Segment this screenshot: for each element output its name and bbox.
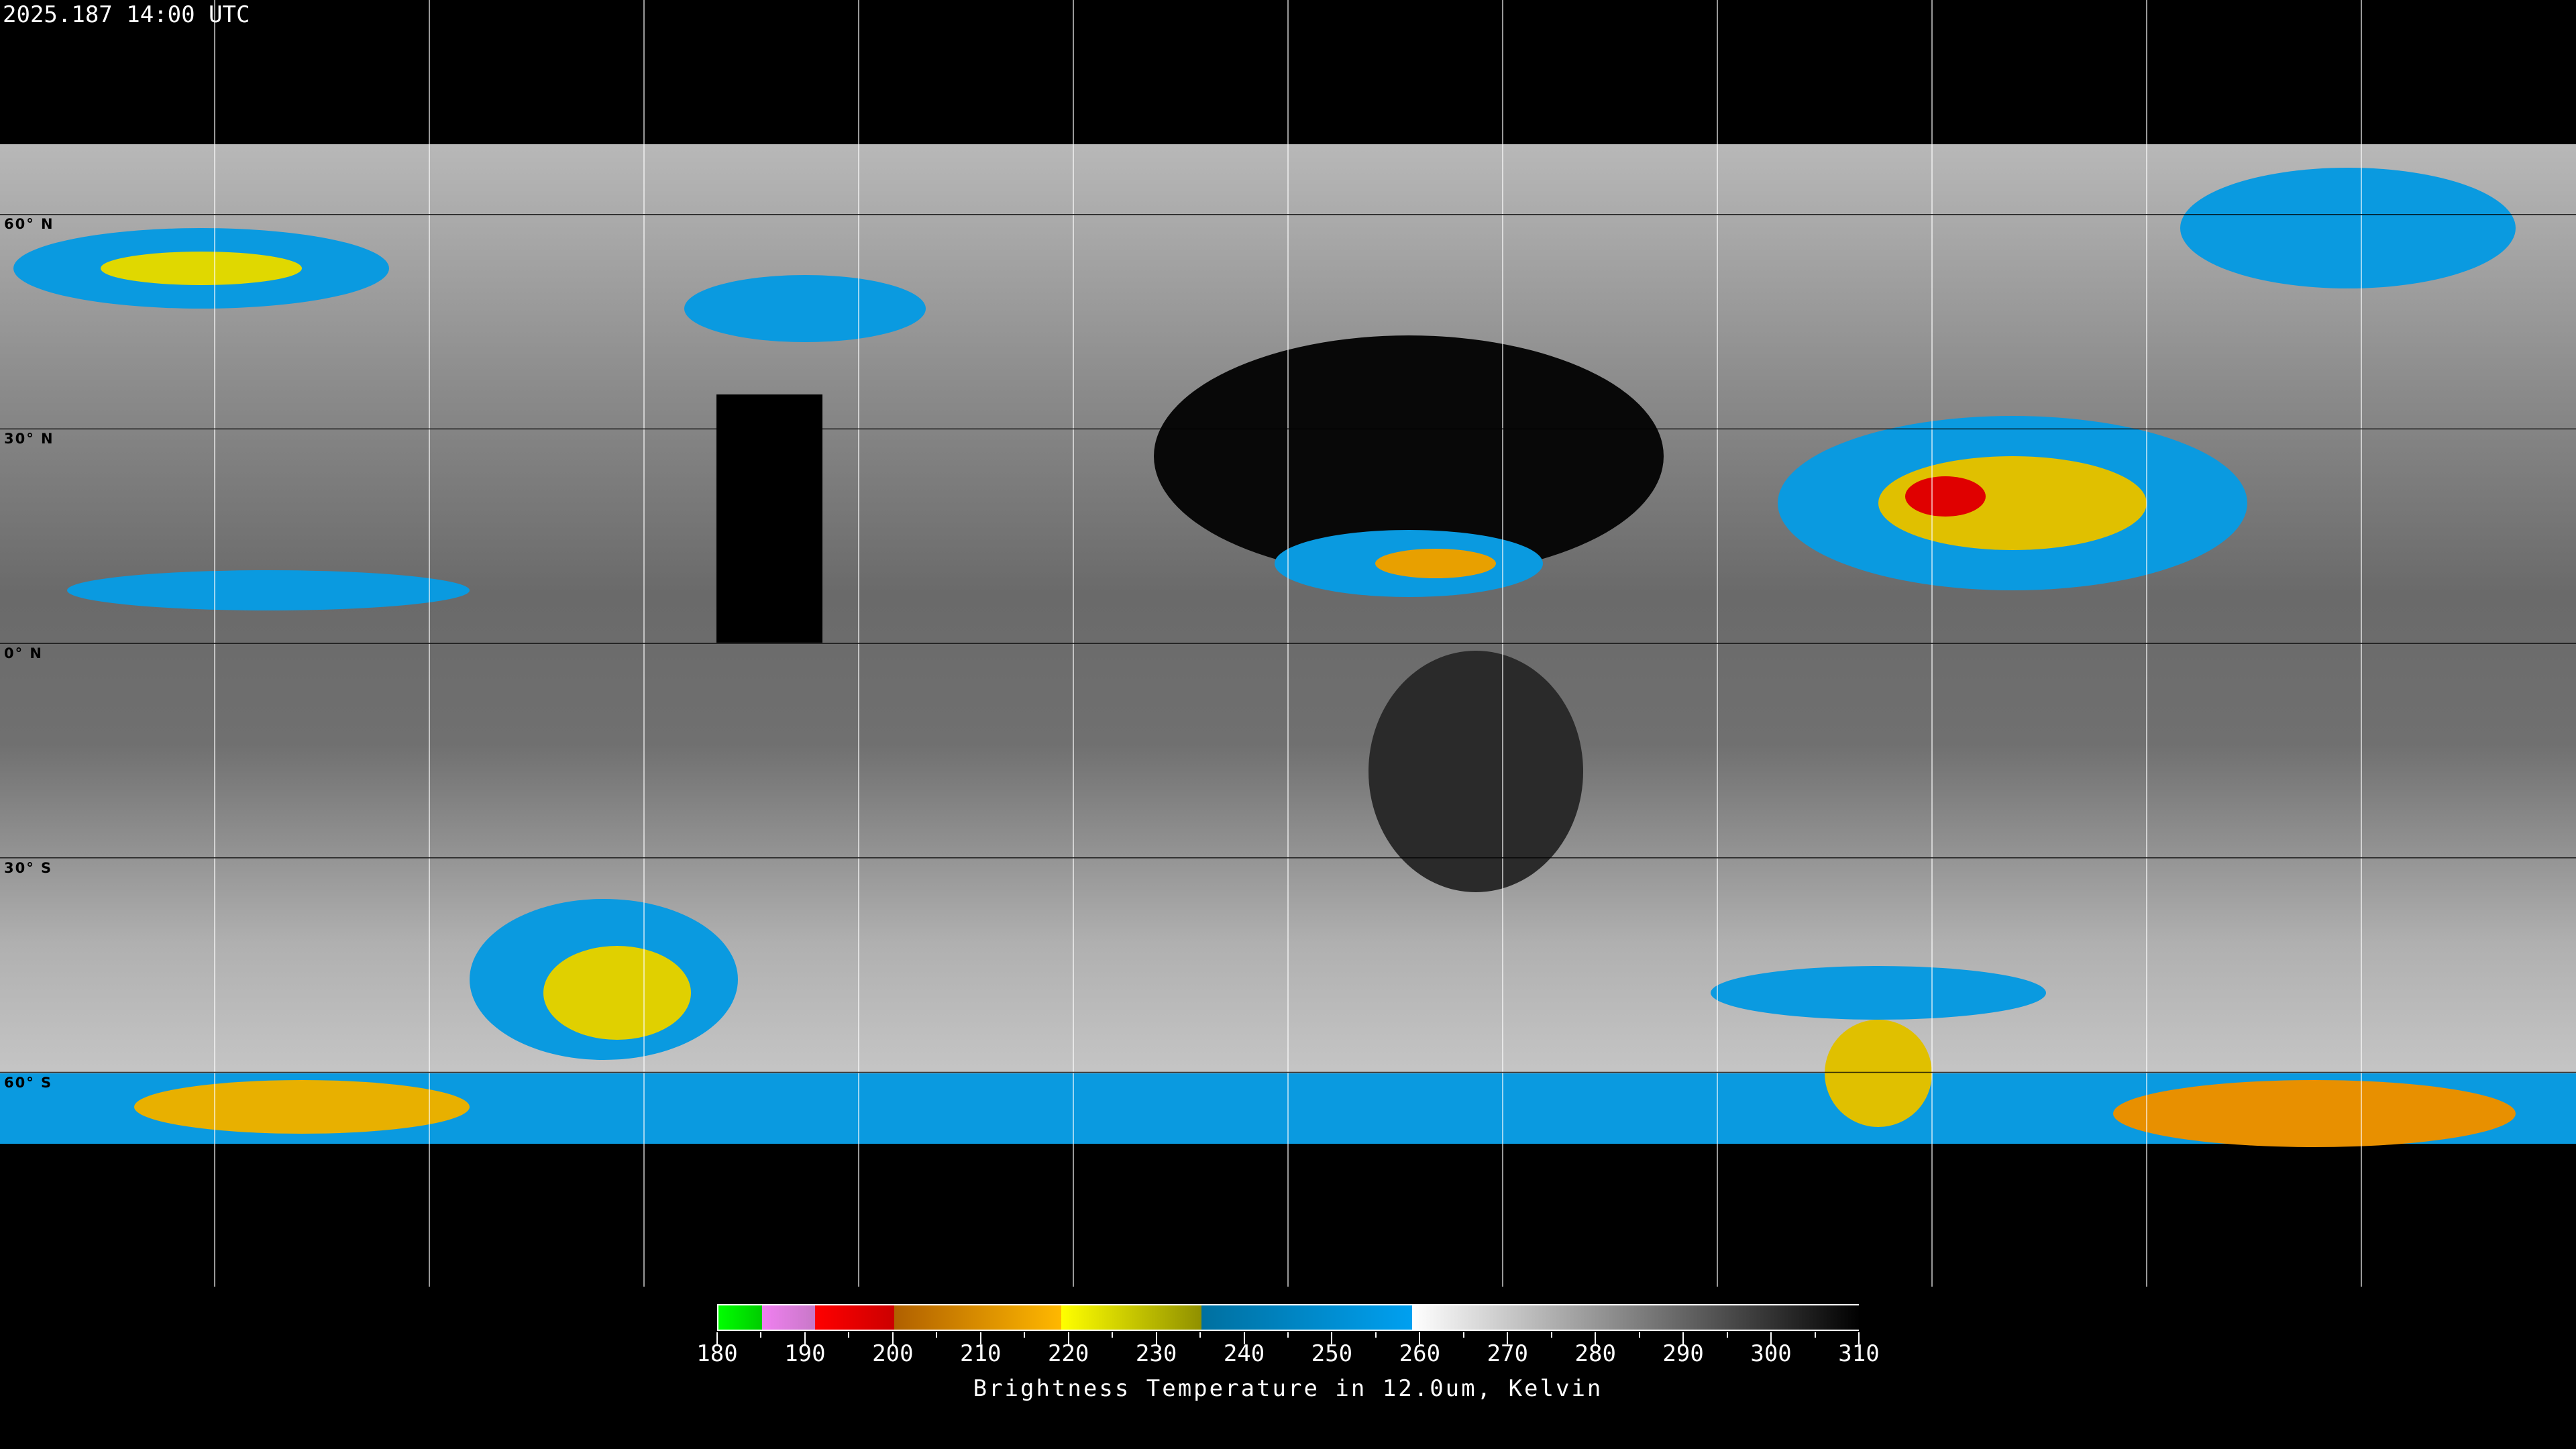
colorbar [717, 1304, 1860, 1331]
lat-label-equator: 0° N [4, 645, 43, 661]
colorbar-segment [815, 1305, 894, 1330]
colorbar-segment [762, 1305, 815, 1330]
colorbar-tick [1507, 1332, 1509, 1344]
lat-label-30n: 30° N [4, 431, 54, 447]
colorbar-segment [718, 1305, 763, 1330]
graticule [214, 0, 2362, 1287]
colorbar-tick [1595, 1332, 1597, 1344]
timestamp: 2025.187 14:00 UTC [3, 1, 250, 28]
colorbar-tick-label: 220 [1047, 1340, 1089, 1367]
colorbar-tick-label: 200 [872, 1340, 914, 1367]
satellite-map [0, 0, 2576, 1287]
colorbar-tick-label: 180 [696, 1340, 738, 1367]
colorbar-tick-label: 280 [1574, 1340, 1616, 1367]
colorbar-tick [1770, 1332, 1772, 1344]
colorbar-title: Brightness Temperature in 12.0um, Kelvin [973, 1375, 1603, 1402]
colorbar-tick [760, 1332, 762, 1338]
colorbar-tick [1155, 1332, 1157, 1344]
colorbar-tick-label: 290 [1662, 1340, 1704, 1367]
colorbar-segment [1412, 1305, 1860, 1330]
colorbar-tick [1682, 1332, 1684, 1344]
colorbar-tick-label: 190 [784, 1340, 826, 1367]
colorbar-tick [804, 1332, 806, 1344]
colorbar-tick [892, 1332, 894, 1344]
colorbar-tick [1462, 1332, 1464, 1338]
colorbar-tick [1814, 1332, 1816, 1338]
colorbar-tick [1858, 1332, 1860, 1344]
colorbar-segment [1201, 1305, 1413, 1330]
colorbar-segment [1061, 1305, 1202, 1330]
colorbar-tick [1638, 1332, 1640, 1338]
lat-label-30s: 30° S [4, 860, 53, 876]
colorbar-tick [1024, 1332, 1026, 1338]
colorbar-tick-label: 310 [1838, 1340, 1880, 1367]
colorbar-tick [1112, 1332, 1114, 1338]
colorbar-tick [848, 1332, 850, 1338]
colorbar-tick [1726, 1332, 1728, 1338]
colorbar-tick [1067, 1332, 1069, 1344]
colorbar-tick [1331, 1332, 1333, 1344]
lat-label-60n: 60° N [4, 216, 54, 232]
cloud-features [0, 168, 2576, 1147]
colorbar-tick-label: 270 [1487, 1340, 1529, 1367]
colorbar-tick-label: 240 [1223, 1340, 1265, 1367]
colorbar-tick [1199, 1332, 1201, 1338]
colorbar-tick [1419, 1332, 1421, 1344]
colorbar-tick [979, 1332, 981, 1344]
colorbar-tick [1287, 1332, 1289, 1338]
colorbar-tick-label: 260 [1399, 1340, 1441, 1367]
colorbar-tick-label: 300 [1750, 1340, 1792, 1367]
colorbar-segment [894, 1305, 1061, 1330]
colorbar-tick [1375, 1332, 1377, 1338]
colorbar-tick [936, 1332, 938, 1338]
colorbar-tick [716, 1332, 718, 1344]
colorbar-tick [1550, 1332, 1552, 1338]
colorbar-tick-label: 250 [1311, 1340, 1353, 1367]
lat-label-60s: 60° S [4, 1075, 53, 1091]
colorbar-tick-label: 230 [1135, 1340, 1177, 1367]
colorbar-tick-label: 210 [960, 1340, 1002, 1367]
colorbar-tick [1243, 1332, 1245, 1344]
